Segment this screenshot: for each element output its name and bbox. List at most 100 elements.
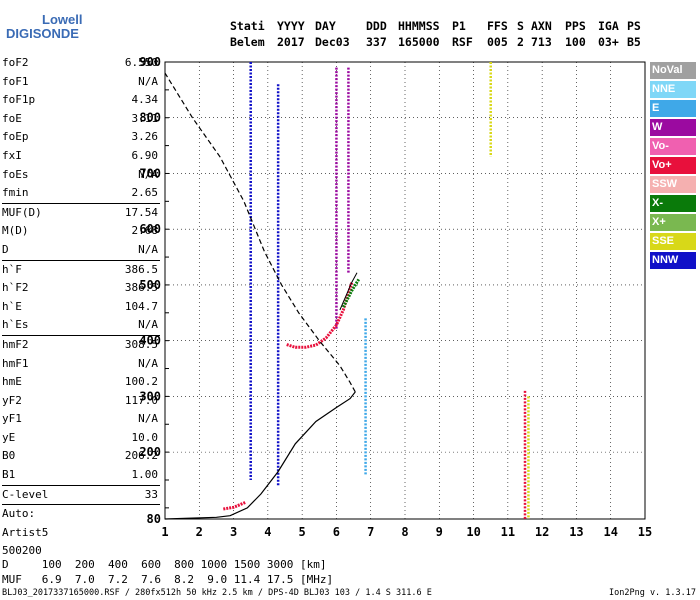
param-value: 4.34 [131, 93, 159, 107]
digisonde-logo: Lowell DIGISONDE [4, 8, 124, 48]
header-row1-cell: AXN [531, 19, 552, 33]
y-tick-label: 80 [147, 512, 161, 526]
header-row2-cell: RSF [452, 35, 473, 49]
param-name: B1 [2, 468, 16, 482]
x-tick-label: 2 [196, 525, 203, 539]
param-row-d: hmE 100.2 [2, 373, 160, 392]
param-value: 386.5 [124, 262, 158, 276]
param-row-a: fmin 2.65 [2, 184, 160, 203]
profile-solid [164, 391, 356, 520]
header-row2-cell: B5 [627, 35, 641, 49]
header-row2-cell: 005 [487, 35, 508, 49]
param-name: h`E [2, 299, 22, 313]
x-tick-label: 12 [535, 525, 549, 539]
param-row-a: foEs N/A [2, 166, 160, 185]
param-name: foF2 [2, 56, 29, 69]
param-name: MUF(D) [2, 205, 42, 219]
param-value: N/A [138, 356, 158, 370]
param-row-d: B1 1.00 [2, 466, 160, 485]
param-name: h`F [2, 262, 22, 276]
header-row2-cell: Belem [230, 35, 265, 49]
param-separator [2, 334, 160, 336]
param-row-a: foE 3.11 [2, 110, 160, 129]
y-tick-label: 700 [139, 166, 161, 180]
x-tick-label: 3 [230, 525, 237, 539]
x-tick-label: 14 [603, 525, 617, 539]
x-tick-label: 1 [161, 525, 168, 539]
x-tick-label: 6 [333, 525, 340, 539]
footer-muf-row: MUF 6.9 7.0 7.2 7.6 8.2 9.0 11.4 17.5 [M… [2, 573, 334, 586]
param-row-d: hmF2 308.5 [2, 336, 160, 355]
header-row2-cell: 165000 [398, 35, 440, 49]
param-name: foF1 [2, 74, 29, 88]
param-value: 17.54 [124, 205, 158, 219]
param-name: hmF2 [2, 337, 29, 351]
y-tick-label: 800 [139, 111, 161, 125]
scaling-line: 500200 [2, 544, 42, 558]
param-row-b: MUF(D) 17.54 [2, 204, 160, 223]
param-row-d: yF2 117.0 [2, 392, 160, 411]
param-value: 1.00 [131, 468, 159, 482]
param-value: 308.5 [124, 337, 158, 351]
legend-item: NNW [650, 252, 696, 269]
param-name: hmF1 [2, 356, 29, 370]
legend-item: SSW [650, 176, 696, 193]
x-tick-label: 10 [466, 525, 480, 539]
param-name: fxI [2, 148, 22, 162]
param-value: 104.7 [124, 299, 158, 313]
param-value: N/A [138, 318, 158, 332]
x-tick-label: 5 [299, 525, 306, 539]
legend-item: X+ [650, 214, 696, 231]
param-row-clevel: C-level 33 [2, 486, 160, 505]
header-row1-cell: P1 [452, 19, 466, 33]
param-row-a: fxI 6.90 [2, 147, 160, 166]
param-row-b: D N/A [2, 241, 160, 260]
trace-line [339, 272, 358, 311]
param-name: B0 [2, 449, 16, 463]
param-name: yF2 [2, 393, 22, 407]
y-tick-label: 300 [139, 389, 161, 403]
header-row1-cell: PPS [565, 19, 586, 33]
param-value: N/A [138, 167, 158, 181]
y-tick-label: 500 [139, 278, 161, 292]
param-value: 386.5 [124, 281, 158, 295]
param-value: 10.0 [131, 430, 159, 444]
legend-item: E [650, 100, 696, 117]
legend-item: NoVal [650, 62, 696, 79]
param-row-d: yF1 N/A [2, 410, 160, 429]
header-row1-cell: FFS [487, 19, 508, 33]
param-name: foE [2, 111, 22, 125]
y-tick-label: 600 [139, 222, 161, 236]
param-name: fmin [2, 186, 29, 200]
param-row-b: M(D) 2.68 [2, 222, 160, 241]
footer-d-row: D 100 200 400 600 800 1000 1500 3000 [km… [2, 558, 327, 571]
param-name: foF1p [2, 93, 36, 107]
header-row1-cell: DAY [315, 19, 336, 33]
logo-lowell: Lowell [42, 12, 83, 27]
y-tick-label: 400 [139, 334, 161, 348]
footer-file-info: BLJ03_2017337165000.RSF / 280fx512h 50 k… [2, 588, 432, 598]
header-row1-cell: HHMMSS [398, 19, 440, 33]
param-value: N/A [138, 242, 158, 256]
param-name: foEp [2, 130, 29, 144]
y-tick-label: 200 [139, 445, 161, 459]
param-value: N/A [138, 74, 158, 88]
legend-item: SSE [650, 233, 696, 250]
header-row1-cell: PS [627, 19, 641, 33]
param-name: yF1 [2, 412, 22, 426]
param-name: h`Es [2, 318, 29, 332]
legend-item: NNE [650, 81, 696, 98]
param-name: foEs [2, 167, 29, 181]
param-value: 117.0 [124, 393, 158, 407]
legend-item: W [650, 119, 696, 136]
param-row-d: yE 10.0 [2, 429, 160, 448]
header-row2-cell: 2 [517, 35, 524, 49]
x-tick-label: 11 [501, 525, 515, 539]
param-name: M(D) [2, 224, 29, 238]
param-name: D [2, 242, 9, 256]
header-row2-cell: 100 [565, 35, 586, 49]
param-separator [2, 259, 160, 261]
param-value: 2.68 [131, 224, 159, 238]
x-tick-label: 4 [264, 525, 271, 539]
trace-vo-plus [286, 281, 354, 349]
